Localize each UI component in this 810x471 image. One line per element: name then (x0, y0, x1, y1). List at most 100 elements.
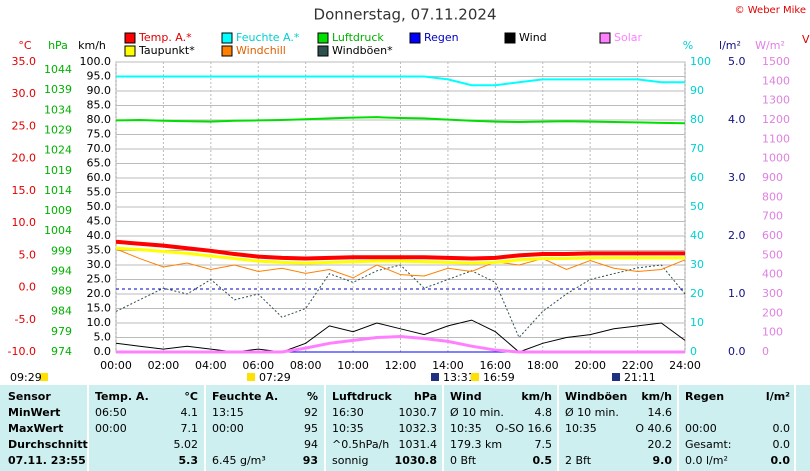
legend-swatch (317, 45, 329, 57)
y-tick-label: 90 (690, 84, 704, 97)
y-tick-label: 1200 (762, 113, 790, 126)
series-line (115, 248, 686, 279)
marker-icon (471, 373, 479, 381)
y-tick-label: 994 (51, 264, 72, 277)
table-cell: Windböen (565, 390, 627, 403)
y-tick-label: 10.0 (12, 216, 37, 229)
legend-swatch (221, 32, 233, 44)
marker-icon (247, 373, 255, 381)
table-cell: Gesamt: (685, 438, 732, 451)
y-tick-label: 0 (690, 345, 697, 358)
legend-swatch (599, 32, 611, 44)
table-cell: MinWert (8, 406, 60, 419)
table-cell: MaxWert (8, 422, 63, 435)
table-cell: Temp. A. (95, 390, 149, 403)
table-cell: Luftdruck (332, 390, 393, 403)
y-tick-label: 100 (762, 326, 783, 339)
x-tick-label: 16:00 (479, 359, 511, 372)
y-tick-label: 50.0 (87, 200, 112, 213)
marker-label: 21:11 (624, 371, 656, 384)
y-tick-label: 85.0 (87, 99, 112, 112)
y-tick-label: 3.0 (728, 171, 746, 184)
y-tick-label: 4.0 (728, 113, 746, 126)
table-cell: 179.3 km (450, 438, 502, 451)
marker-label: 07:29 (259, 371, 291, 384)
y-tick-label: 30 (690, 258, 704, 271)
y-tick-label: -5.0 (15, 313, 36, 326)
y-tick-label: 400 (762, 268, 783, 281)
x-tick-label: 06:00 (242, 359, 274, 372)
table-cell: 92 (304, 406, 318, 419)
y-tick-label: 1000 (762, 152, 790, 165)
y-tick-label: 60.0 (87, 171, 112, 184)
y-tick-label: 40.0 (87, 229, 112, 242)
y-tick-label: 35.0 (87, 244, 112, 257)
y-tick-label: 50 (690, 200, 704, 213)
y-tick-label: 500 (762, 248, 783, 261)
legend-label: Taupunkt* (138, 44, 195, 57)
table-cell: 4.8 (535, 406, 553, 419)
table-cell: 7.1 (181, 422, 199, 435)
marker-icon (612, 373, 620, 381)
table-cell: 00:00 (95, 422, 127, 435)
y-tick-label: 15.0 (12, 184, 37, 197)
table-cell: 93 (303, 454, 318, 467)
legend-label: Windböen* (332, 44, 393, 57)
y-tick-label: 989 (51, 285, 72, 298)
table-cell: 0.0 (773, 422, 791, 435)
table-cell: 2 Bft (565, 454, 592, 467)
table-background (0, 385, 810, 471)
table-cell: hPa (414, 390, 437, 403)
table-cell: 10:35 (450, 422, 482, 435)
y-tick-label: 20 (690, 287, 704, 300)
table-cell: 14.6 (648, 406, 673, 419)
table-cell: 9.0 (653, 454, 673, 467)
y-tick-label: 700 (762, 210, 783, 223)
y-tick-label: 5.0 (19, 248, 37, 261)
y-tick-label: 100.0 (80, 55, 112, 68)
table-cell: 4.1 (181, 406, 199, 419)
table-cell: Durchschnitt (8, 438, 88, 451)
copyright: © Weber Mike (735, 5, 806, 16)
axis-unit: W/m² (755, 39, 785, 52)
table-cell: 1030.7 (399, 406, 438, 419)
table-cell: 06:50 (95, 406, 127, 419)
axis-unit: km/h (78, 39, 106, 52)
y-tick-label: 90.0 (87, 84, 112, 97)
y-tick-label: 200 (762, 306, 783, 319)
table-cell: l/m² (766, 390, 790, 403)
table-cell: 13:15 (212, 406, 244, 419)
y-tick-label: 0.0 (94, 345, 112, 358)
y-tick-label: 60 (690, 171, 704, 184)
y-tick-label: 80.0 (87, 113, 112, 126)
chart-title: Donnerstag, 07.11.2024 (314, 6, 497, 24)
table-cell: 00:00 (685, 422, 717, 435)
marker-icon (40, 373, 48, 381)
y-tick-label: 65.0 (87, 157, 112, 170)
axis-unit: l/m² (719, 39, 741, 52)
axis-unit: °C (18, 39, 32, 52)
marker-label: 09:29 (10, 371, 42, 384)
y-tick-label: 55.0 (87, 186, 112, 199)
y-tick-label: 0 (762, 345, 769, 358)
cut-label: V (802, 33, 810, 46)
legend-label: Regen (424, 31, 459, 44)
table-cell: 0 Bft (450, 454, 477, 467)
y-tick-label: 1039 (44, 83, 72, 96)
x-tick-label: 22:00 (622, 359, 654, 372)
table-cell: sonnig (332, 454, 368, 467)
x-tick-label: 14:00 (432, 359, 464, 372)
y-tick-label: 1300 (762, 94, 790, 107)
y-tick-label: 0.0 (19, 281, 37, 294)
table-cell: 0.0 (771, 454, 791, 467)
legend-label: Temp. A.* (138, 31, 192, 44)
table-cell: O-SO 16.6 (495, 422, 552, 435)
y-tick-label: 1014 (44, 184, 72, 197)
y-tick-label: 1.0 (728, 287, 746, 300)
y-tick-label: 40 (690, 229, 704, 242)
y-tick-label: 10 (690, 316, 704, 329)
legend-swatch (504, 32, 516, 44)
x-tick-label: 00:00 (100, 359, 132, 372)
y-tick-label: 1029 (44, 123, 72, 136)
